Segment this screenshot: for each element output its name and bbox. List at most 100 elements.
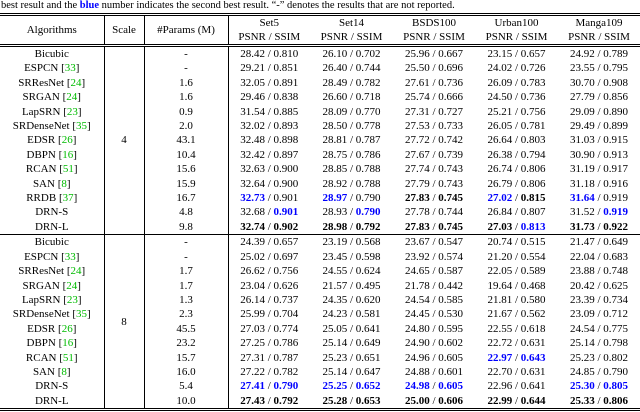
ssim-value: 0.745 (438, 192, 464, 205)
ssim-value: 0.744 (438, 206, 464, 219)
ssim-value: 0.897 (273, 148, 299, 161)
metric-cell: 24.98 / 0.605 (404, 380, 464, 393)
metric-cell: 27.67 / 0.739 (404, 148, 464, 161)
citation-ref[interactable]: 24 (66, 91, 78, 104)
psnr-value: 26.14 (240, 293, 265, 306)
table-row: SRResNet [24] 1.7 26.62 / 0.756 24.55 / 0.6… (0, 264, 640, 279)
params-cell: 15.6 (144, 162, 229, 177)
metric-cell: 32.42 / 0.897 (240, 148, 299, 161)
algorithm-cell: DRN-L (0, 219, 105, 235)
metric-cell: 29.46 / 0.838 (240, 91, 299, 104)
citation-ref[interactable]: 35 (76, 120, 88, 133)
ssim-value: 0.916 (603, 177, 629, 190)
psnr-value: 31.18 (569, 177, 595, 190)
dataset-name: Urban100 (494, 17, 539, 29)
psnr-value: 29.46 (240, 91, 265, 104)
metric-label: PSNR / SSIM (320, 31, 383, 43)
metric-cell: 27.83 / 0.745 (404, 192, 464, 205)
params-cell: 45.5 (144, 321, 229, 337)
ssim-value: 0.790 (273, 380, 299, 393)
metric-cell: 25.25 / 0.652 (322, 380, 381, 393)
table-row: Bicubic 4-28.42 / 0.810 26.10 / 0.702 25.96… (0, 45, 640, 235)
citation-ref[interactable]: 26 (61, 134, 73, 147)
psnr-value: 26.84 (487, 206, 513, 219)
psnr-value: 25.74 (404, 91, 430, 104)
metric-cell: 24.92 / 0.789 (569, 48, 629, 60)
citation-ref[interactable]: 33 (64, 250, 76, 263)
psnr-value: 22.04 (569, 250, 595, 263)
params-cell: 1.6 (144, 90, 229, 105)
algorithm-name: ESPCN (24, 250, 59, 263)
table-row: EDSR [26] 45.5 27.03 / 0.774 25.05 / 0.641 2… (0, 321, 640, 337)
psnr-value: 22.55 (487, 322, 513, 335)
psnr-value: 32.68 (240, 206, 265, 219)
citation-ref[interactable]: 24 (66, 279, 78, 292)
psnr-value: 28.97 (322, 192, 348, 205)
ssim-value: 0.653 (355, 394, 381, 407)
citation-ref[interactable]: 16 (62, 148, 74, 161)
citation-ref[interactable]: 16 (62, 337, 74, 350)
citation-ref[interactable]: 33 (64, 62, 76, 75)
table-header: Algorithms Scale #Params (M) Set5 PSNR /… (0, 14, 640, 46)
metric-cell: 24.35 / 0.620 (322, 293, 381, 306)
metric-cell: 22.96 / 0.641 (487, 380, 546, 393)
ssim-value: 0.786 (273, 337, 299, 350)
metric-cell: 25.02 / 0.697 (240, 250, 299, 263)
header-dataset-manga109: Manga109 PSNR / SSIM (558, 15, 640, 46)
metric-cell: 26.60 / 0.718 (322, 91, 381, 104)
ssim-value: 0.787 (355, 134, 381, 147)
citation-ref[interactable]: 26 (61, 322, 73, 335)
metric-cell: 24.54 / 0.775 (569, 322, 629, 335)
metric-cell: 26.09 / 0.783 (487, 76, 546, 89)
algorithm-name: Bicubic (34, 236, 69, 249)
psnr-value: 27.79 (404, 177, 430, 190)
params-cell: 15.7 (144, 350, 229, 365)
citation-ref[interactable]: 23 (66, 105, 78, 118)
citation-ref[interactable]: 35 (76, 308, 88, 321)
psnr-value: 25.96 (404, 48, 430, 60)
psnr-value: 28.92 (322, 177, 348, 190)
citation-ref[interactable]: 51 (62, 351, 74, 364)
ssim-value: 0.756 (520, 105, 546, 118)
psnr-value: 26.60 (322, 91, 348, 104)
ssim-value: 0.736 (438, 76, 464, 89)
table-row: LapSRN [23] 1.3 26.14 / 0.737 24.35 / 0.620… (0, 292, 640, 308)
ssim-value: 0.795 (603, 62, 629, 75)
citation-ref[interactable]: 8 (61, 365, 67, 378)
ssim-value: 0.786 (355, 148, 381, 161)
psnr-value: 24.50 (487, 91, 513, 104)
psnr-value: 25.23 (322, 351, 348, 364)
psnr-value: 21.57 (322, 279, 348, 292)
metric-cell: 27.22 / 0.782 (240, 365, 299, 378)
psnr-value: 28.81 (322, 134, 348, 147)
citation-ref[interactable]: 24 (70, 76, 82, 89)
ssim-value: 0.774 (273, 322, 299, 335)
ssim-value: 0.605 (438, 380, 464, 393)
citation-ref[interactable]: 23 (66, 293, 78, 306)
section-scale4: Bicubic 4-28.42 / 0.810 26.10 / 0.702 25.96… (0, 45, 640, 235)
psnr-value: 25.00 (404, 394, 430, 407)
ssim-value: 0.807 (520, 206, 546, 219)
metric-cell: 27.43 / 0.792 (240, 394, 299, 407)
metric-cell: 24.85 / 0.790 (569, 365, 629, 378)
psnr-value: 23.92 (404, 250, 430, 263)
ssim-value: 0.605 (438, 351, 464, 364)
ssim-value: 0.585 (438, 293, 464, 306)
psnr-value: 32.42 (240, 148, 265, 161)
algorithm-cell: DBPN [16] (0, 147, 105, 163)
citation-ref[interactable]: 8 (61, 177, 67, 190)
citation-ref[interactable]: 24 (70, 265, 82, 278)
header-dataset-set14: Set14 PSNR / SSIM (310, 15, 393, 46)
metric-cell: 27.03 / 0.813 (487, 220, 546, 233)
metric-label: PSNR / SSIM (568, 31, 630, 43)
psnr-value: 25.28 (322, 394, 348, 407)
ssim-value: 0.919 (603, 192, 629, 205)
metric-cell: 19.64 / 0.468 (487, 279, 546, 292)
psnr-value: 22.97 (487, 351, 513, 364)
ssim-value: 0.562 (520, 308, 546, 321)
header-params: #Params (M) (144, 14, 229, 46)
citation-ref[interactable]: 37 (62, 192, 74, 205)
ssim-value: 0.652 (355, 380, 381, 393)
citation-ref[interactable]: 51 (62, 163, 74, 176)
psnr-value: 24.54 (569, 322, 595, 335)
